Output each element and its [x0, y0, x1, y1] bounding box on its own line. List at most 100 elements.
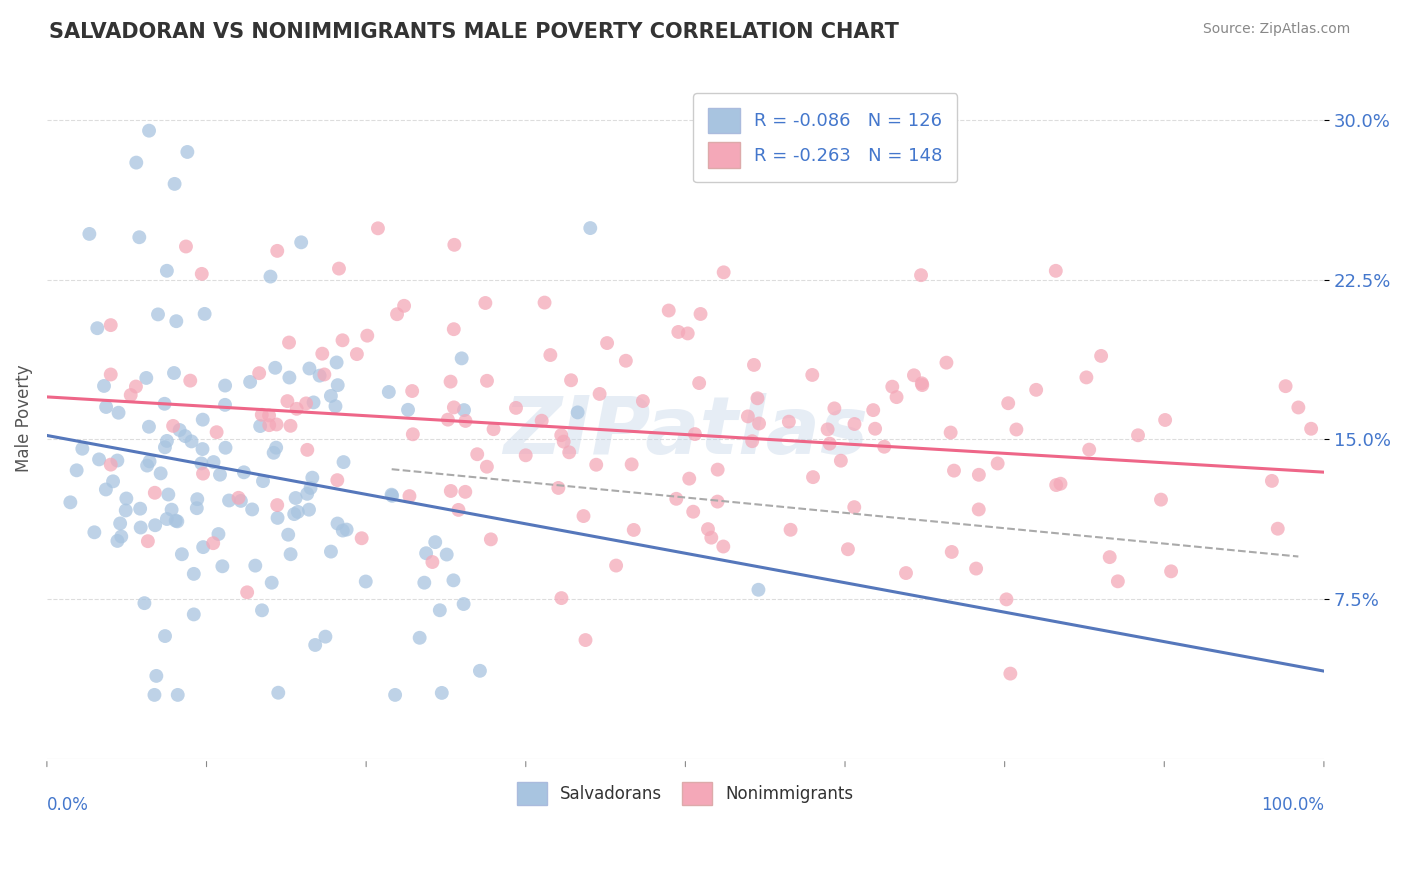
Point	[862, 403, 884, 417]
Point	[697, 522, 720, 536]
Point	[87, 452, 110, 467]
Point	[143, 485, 166, 500]
Point	[191, 540, 214, 554]
Point	[249, 419, 271, 434]
Point	[737, 409, 759, 424]
Point	[166, 688, 188, 702]
Point	[943, 464, 966, 478]
Point	[468, 664, 491, 678]
Point	[396, 402, 419, 417]
Point	[453, 597, 475, 611]
Point	[380, 488, 402, 502]
Point	[830, 453, 852, 467]
Point	[1267, 522, 1289, 536]
Point	[558, 445, 581, 459]
Point	[153, 440, 176, 454]
Point	[454, 414, 477, 428]
Point	[297, 442, 319, 457]
Point	[153, 629, 176, 643]
Point	[441, 574, 464, 588]
Point	[257, 418, 280, 433]
Point	[194, 307, 217, 321]
Point	[328, 261, 350, 276]
Point	[311, 347, 333, 361]
Point	[143, 688, 166, 702]
Point	[505, 401, 527, 415]
Point	[1076, 370, 1098, 384]
Point	[186, 492, 208, 507]
Point	[287, 505, 309, 519]
Point	[228, 491, 250, 505]
Point	[894, 566, 917, 580]
Point	[326, 516, 349, 531]
Point	[162, 418, 184, 433]
Point	[560, 373, 582, 387]
Point	[332, 333, 354, 347]
Text: Source: ZipAtlas.com: Source: ZipAtlas.com	[1202, 22, 1350, 37]
Point	[180, 434, 202, 449]
Point	[260, 575, 283, 590]
Point	[160, 502, 183, 516]
Point	[465, 447, 488, 461]
Legend: Salvadorans, Nonimmigrants: Salvadorans, Nonimmigrants	[510, 775, 860, 812]
Point	[146, 307, 169, 321]
Point	[138, 419, 160, 434]
Point	[778, 415, 800, 429]
Point	[689, 307, 711, 321]
Point	[572, 509, 595, 524]
Point	[1301, 422, 1323, 436]
Point	[440, 483, 463, 498]
Point	[174, 239, 197, 253]
Point	[398, 489, 420, 503]
Point	[266, 498, 288, 512]
Point	[135, 371, 157, 385]
Point	[308, 368, 330, 383]
Point	[941, 545, 963, 559]
Point	[706, 462, 728, 476]
Point	[475, 374, 498, 388]
Point	[166, 514, 188, 528]
Point	[156, 434, 179, 448]
Point	[319, 544, 342, 558]
Point	[1049, 476, 1071, 491]
Point	[266, 511, 288, 525]
Point	[381, 489, 404, 503]
Point	[1274, 379, 1296, 393]
Point	[354, 574, 377, 589]
Point	[332, 524, 354, 538]
Point	[402, 427, 425, 442]
Point	[844, 417, 866, 431]
Point	[700, 531, 723, 545]
Point	[325, 399, 347, 413]
Point	[190, 456, 212, 470]
Point	[596, 336, 619, 351]
Point	[208, 467, 231, 482]
Point	[1150, 492, 1173, 507]
Point	[676, 326, 699, 341]
Point	[443, 237, 465, 252]
Point	[873, 440, 896, 454]
Text: ZIPatlas: ZIPatlas	[503, 392, 868, 471]
Point	[252, 474, 274, 488]
Point	[385, 307, 408, 321]
Point	[550, 428, 572, 442]
Point	[83, 525, 105, 540]
Point	[350, 531, 373, 545]
Point	[683, 427, 706, 442]
Point	[129, 520, 152, 534]
Point	[278, 370, 301, 384]
Point	[120, 388, 142, 402]
Point	[183, 607, 205, 622]
Point	[741, 434, 763, 449]
Point	[1045, 264, 1067, 278]
Point	[136, 534, 159, 549]
Point	[174, 429, 197, 443]
Point	[205, 425, 228, 440]
Point	[314, 630, 336, 644]
Point	[295, 487, 318, 501]
Point	[1098, 550, 1121, 565]
Point	[86, 321, 108, 335]
Point	[1000, 666, 1022, 681]
Point	[533, 295, 555, 310]
Point	[298, 361, 321, 376]
